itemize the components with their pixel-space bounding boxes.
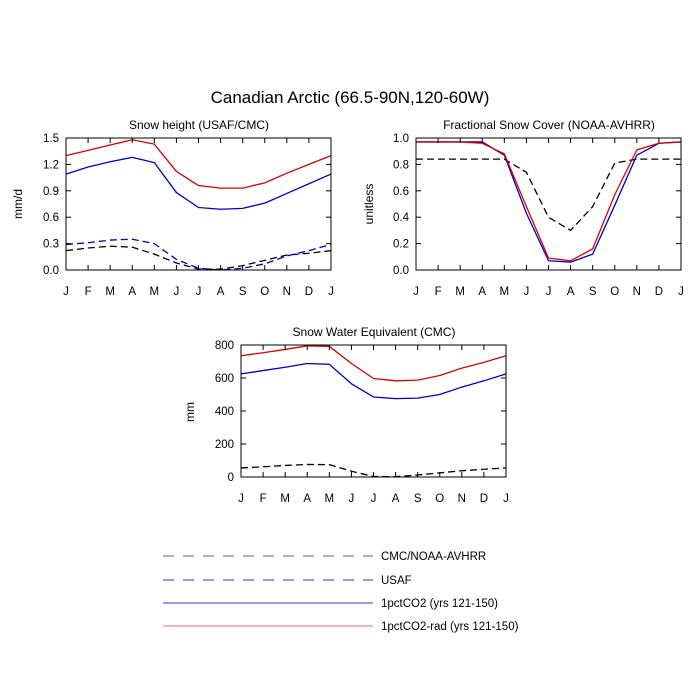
x-tick-label: M (500, 286, 510, 298)
legend: CMC/NOAA-AVHRR USAF 1pctCO2 (yrs 121-150… (163, 551, 519, 633)
plot-frame (240, 344, 507, 478)
x-tick-label: F (260, 493, 267, 505)
x-tick-label: J (196, 286, 202, 298)
x-tick-label: M (150, 286, 160, 298)
x-tick-label: M (280, 493, 290, 505)
series-line-1pctco2-yrs-121-150 (65, 156, 332, 210)
panel-title: Snow height (USAF/CMC) (129, 118, 269, 132)
legend-label: USAF (381, 575, 412, 587)
x-tick-label: J (238, 493, 244, 505)
y-axis-label: mm/d (11, 189, 25, 219)
y-tick-label: 600 (215, 373, 234, 385)
x-tick-label: A (567, 286, 575, 298)
x-tick-label: J (174, 286, 180, 298)
snow-water-equivalent-panel: Snow Water Equivalent (CMC) mm J F M A M J J A S… (183, 325, 509, 505)
y-tick-label: 0 (228, 472, 234, 484)
y-axis-label: mm (183, 402, 197, 422)
y-tick-label: 0.2 (393, 239, 409, 251)
x-tick-label: N (633, 286, 641, 298)
x-tick-label: M (325, 493, 335, 505)
legend-item-usaf: USAF (163, 575, 412, 587)
x-tick-label: N (283, 286, 291, 298)
x-tick-label: A (303, 493, 311, 505)
legend-label: 1pctCO2-rad (yrs 121-150) (381, 621, 519, 633)
plot-area: J F M A M J J A S O N D J 0.0 0.3 0.6 0.9 1.2 1.5 (43, 133, 334, 298)
legend-item-1pctco2: 1pctCO2 (yrs 121-150) (163, 598, 498, 610)
x-tick-label: J (678, 286, 684, 298)
x-tick-label: F (85, 286, 92, 298)
y-tick-label: 0.4 (393, 212, 410, 224)
y-tick-label: 0.6 (393, 186, 409, 198)
y-tick-label: 0.6 (43, 212, 59, 224)
x-tick-label: D (305, 286, 313, 298)
legend-label: 1pctCO2 (yrs 121-150) (381, 598, 498, 610)
series-line-usaf (65, 238, 332, 271)
y-tick-label: 0.0 (43, 265, 59, 277)
x-tick-label: O (435, 493, 444, 505)
x-tick-label: S (589, 286, 597, 298)
y-tick-label: 0.0 (393, 265, 409, 277)
y-tick-label: 1.0 (393, 133, 409, 145)
series-line-1pctco2-yrs-121-150 (240, 362, 507, 400)
x-tick-label: D (655, 286, 663, 298)
x-tick-label: O (610, 286, 619, 298)
x-tick-label: J (413, 286, 419, 298)
fractional-snow-cover-panel: Fractional Snow Cover (NOAA-AVHRR) unitl… (362, 118, 684, 298)
plot-area: J F M A M J J A S O N D J 0.0 0.2 0.4 0.6 0.8 1.0 (393, 133, 684, 298)
x-tick-label: A (392, 493, 400, 505)
x-tick-label: A (128, 286, 136, 298)
series-line-cmc-noaa-avhrr (416, 158, 681, 232)
y-tick-label: 0.9 (43, 186, 59, 198)
x-tick-label: M (455, 286, 465, 298)
y-tick-label: 1.2 (43, 159, 59, 171)
legend-item-cmc: CMC/NOAA-AVHRR (163, 551, 486, 563)
y-tick-label: 1.5 (43, 133, 59, 145)
y-tick-label: 200 (215, 439, 234, 451)
x-tick-label: N (458, 493, 466, 505)
snow-height-panel: Snow height (USAF/CMC) mm/d J F M A M J J A S O N D… (11, 118, 334, 298)
x-tick-label: A (478, 286, 486, 298)
x-tick-label: J (546, 286, 552, 298)
x-tick-label: S (239, 286, 247, 298)
series-line-1pctco2-rad-yrs-121-150 (240, 345, 507, 382)
y-tick-label: 0.3 (43, 239, 59, 251)
panel-title: Fractional Snow Cover (NOAA-AVHRR) (443, 118, 655, 132)
plot-frame (415, 137, 682, 271)
x-tick-label: A (217, 286, 225, 298)
x-tick-label: J (63, 286, 69, 298)
x-tick-label: J (328, 286, 334, 298)
x-tick-label: J (349, 493, 355, 505)
x-tick-label: S (414, 493, 422, 505)
x-tick-label: O (260, 286, 269, 298)
panel-title: Snow Water Equivalent (CMC) (293, 325, 456, 339)
x-tick-label: J (503, 493, 509, 505)
x-tick-label: D (480, 493, 488, 505)
figure-title: Canadian Arctic (66.5-90N,120-60W) (211, 88, 490, 107)
y-tick-label: 800 (215, 340, 234, 352)
x-tick-label: J (524, 286, 530, 298)
x-tick-label: M (105, 286, 115, 298)
legend-label: CMC/NOAA-AVHRR (381, 551, 486, 563)
x-tick-label: F (435, 286, 442, 298)
series-line-1pctco2-rad-yrs-121-150 (65, 139, 332, 189)
series-line-1pctco2-yrs-121-150 (416, 141, 682, 263)
legend-item-1pctco2-rad: 1pctCO2-rad (yrs 121-150) (163, 621, 519, 633)
plot-frame (65, 137, 332, 271)
series-line-1pctco2-rad-yrs-121-150 (416, 141, 682, 262)
y-tick-label: 0.8 (393, 159, 409, 171)
y-axis-label: unitless (362, 184, 376, 225)
x-tick-label: J (371, 493, 377, 505)
y-tick-label: 400 (215, 406, 234, 418)
